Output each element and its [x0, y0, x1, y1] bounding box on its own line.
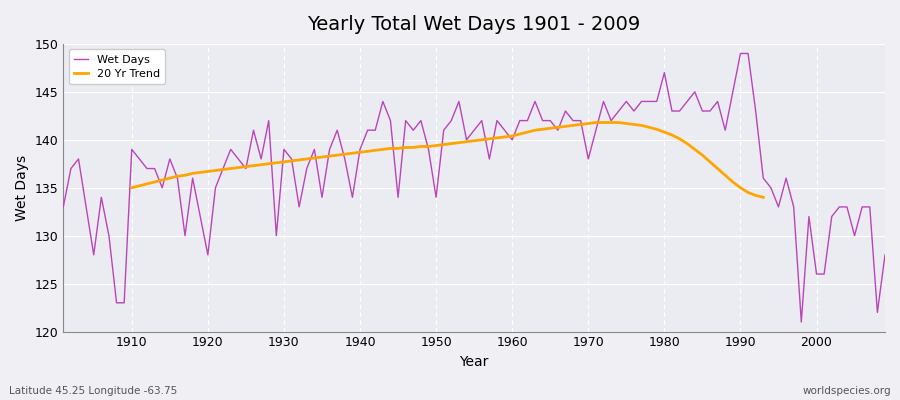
Wet Days: [735, 51, 746, 56]
20 Yr Trend: [758, 195, 769, 200]
Wet Days: [286, 156, 297, 161]
Text: worldspecies.org: worldspecies.org: [803, 386, 891, 396]
Line: Wet Days: Wet Days: [63, 54, 885, 322]
Title: Yearly Total Wet Days 1901 - 2009: Yearly Total Wet Days 1901 - 2009: [308, 15, 641, 34]
X-axis label: Year: Year: [460, 355, 489, 369]
20 Yr Trend: [590, 120, 601, 125]
Wet Days: [598, 99, 609, 104]
20 Yr Trend: [134, 184, 145, 188]
Wet Days: [58, 204, 68, 209]
Wet Days: [507, 137, 517, 142]
20 Yr Trend: [613, 120, 624, 125]
Legend: Wet Days, 20 Yr Trend: Wet Days, 20 Yr Trend: [68, 50, 166, 84]
20 Yr Trend: [644, 125, 654, 130]
Text: Latitude 45.25 Longitude -63.75: Latitude 45.25 Longitude -63.75: [9, 386, 177, 396]
Y-axis label: Wet Days: Wet Days: [15, 155, 29, 221]
20 Yr Trend: [126, 185, 137, 190]
Wet Days: [119, 300, 130, 305]
Line: 20 Yr Trend: 20 Yr Trend: [131, 122, 763, 197]
20 Yr Trend: [408, 145, 418, 150]
Wet Days: [500, 128, 510, 132]
Wet Days: [332, 128, 343, 132]
20 Yr Trend: [165, 176, 176, 180]
20 Yr Trend: [438, 142, 449, 147]
Wet Days: [796, 320, 806, 324]
Wet Days: [879, 252, 890, 257]
